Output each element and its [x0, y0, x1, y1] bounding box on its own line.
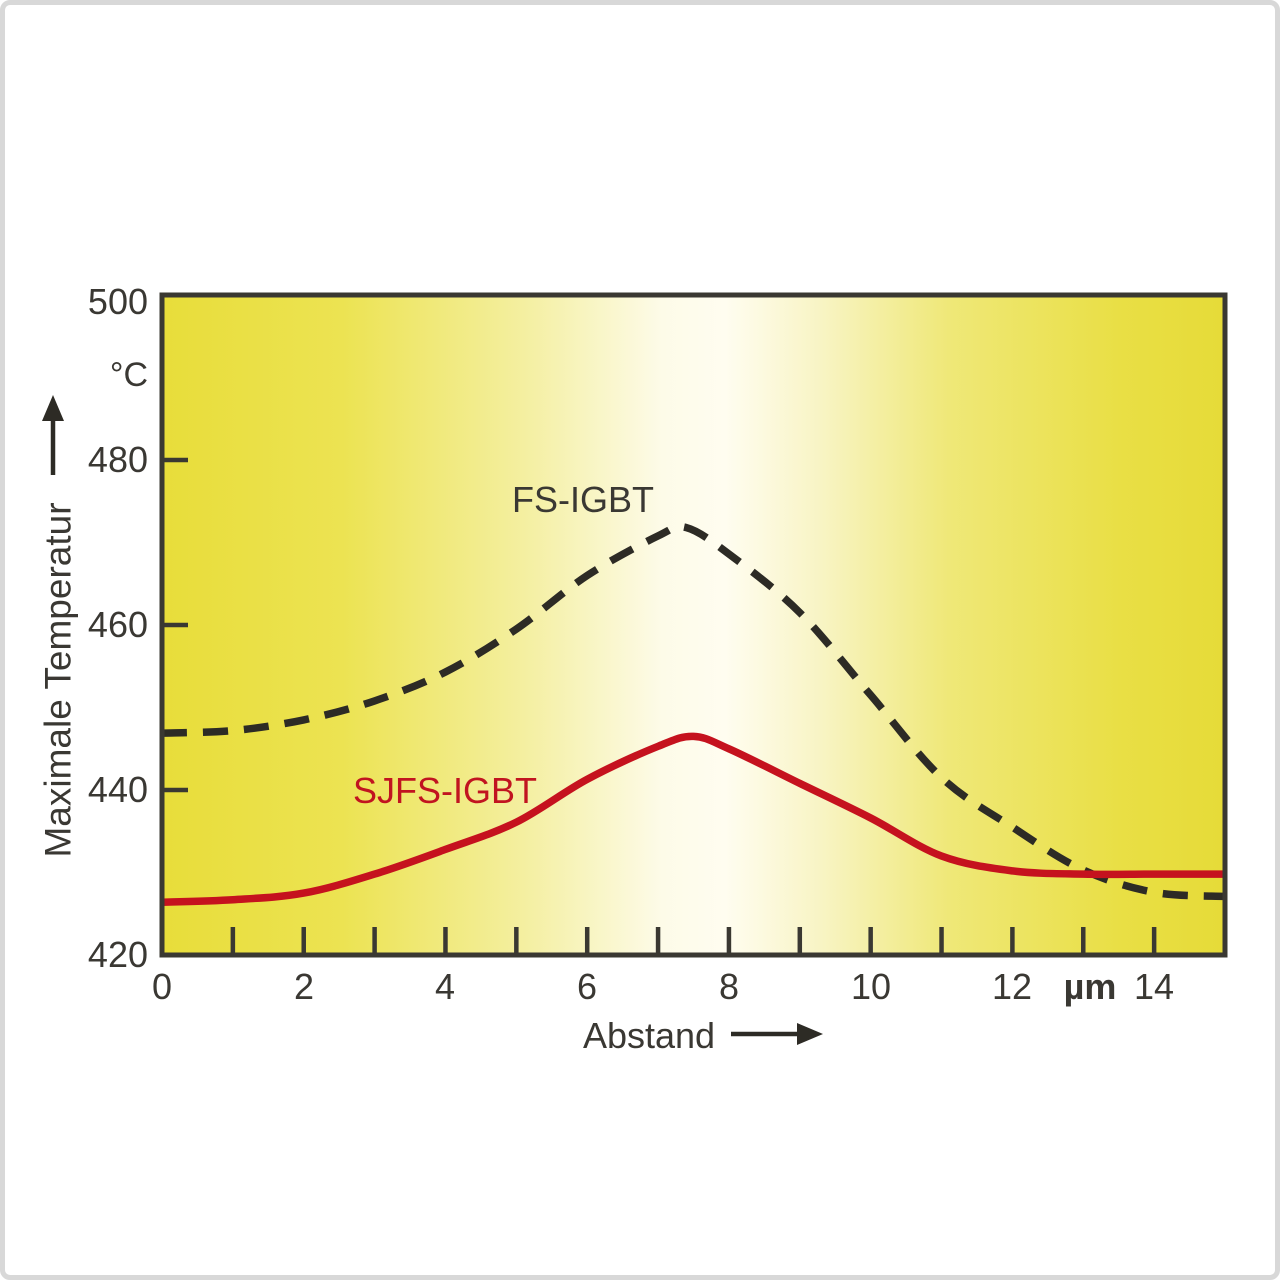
x-tick-label: 0 — [151, 966, 173, 1007]
sjfs-igbt-curve — [161, 732, 1225, 906]
curves — [161, 522, 1226, 906]
y-tick-label: 500 — [87, 281, 148, 322]
series-label-sjfs-igbt: SJFS-IGBT — [352, 770, 538, 811]
y-tick-label: 420 — [87, 934, 148, 975]
x-axis-title: Abstand — [582, 1015, 716, 1056]
y-tick-label: 480 — [87, 439, 148, 480]
x-tick-label: 2 — [293, 966, 315, 1007]
x-axis-unit: µm — [1063, 966, 1117, 1007]
series-label-fs-igbt: FS-IGBT — [512, 479, 654, 520]
x-tick-label: 6 — [576, 966, 598, 1007]
y-axis-title: Maximale Temperatur — [37, 502, 79, 858]
x-tick-label: 8 — [718, 966, 740, 1007]
plot-frame — [159, 292, 1228, 958]
chart-plot — [42, 292, 1228, 1045]
y-tick-label: 440 — [87, 769, 148, 810]
x-axis-arrow-icon — [731, 1023, 823, 1045]
x-tick-label: 4 — [434, 966, 456, 1007]
x-tick-label: 12 — [991, 966, 1033, 1007]
y-tick-label: 460 — [87, 604, 148, 645]
axis-ticks — [164, 457, 1157, 953]
y-axis-unit: °C — [109, 356, 148, 394]
y-axis-arrow-icon — [42, 395, 64, 475]
plot-area — [162, 295, 1225, 955]
fs-igbt-curve — [161, 522, 1226, 901]
x-tick-label: 10 — [850, 966, 892, 1007]
x-tick-label: 14 — [1133, 966, 1175, 1007]
